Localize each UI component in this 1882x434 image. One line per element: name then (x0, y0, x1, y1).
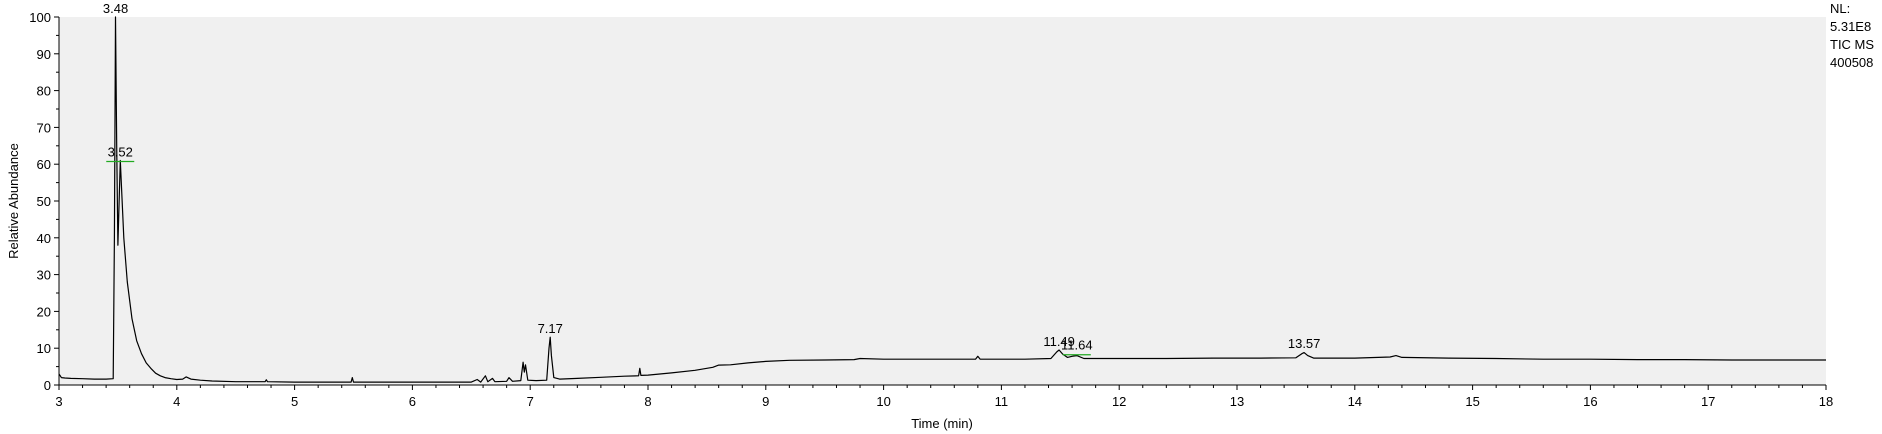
x-tick-label: 7 (527, 394, 534, 409)
y-tick-label: 80 (37, 84, 51, 99)
x-tick-label: 10 (876, 394, 890, 409)
x-tick-label: 13 (1230, 394, 1244, 409)
y-tick-label: 70 (37, 120, 51, 135)
y-axis-title: Relative Abundance (6, 143, 21, 259)
plot-area (59, 17, 1826, 385)
y-tick-label: 60 (37, 157, 51, 172)
info-nl-value: 5.31E8 (1830, 19, 1871, 34)
x-tick-label: 12 (1112, 394, 1126, 409)
peak-label: 11.64 (1061, 338, 1093, 353)
x-tick-label: 16 (1583, 394, 1597, 409)
y-tick-label: 10 (37, 341, 51, 356)
x-tick-label: 5 (291, 394, 298, 409)
peak-label: 13.57 (1288, 336, 1321, 351)
y-tick-label: 100 (29, 10, 51, 25)
x-tick-label: 9 (762, 394, 769, 409)
tic-trace (58, 16, 1826, 383)
y-tick-label: 30 (37, 268, 51, 283)
x-tick-label: 8 (644, 394, 651, 409)
x-tick-label: 15 (1465, 394, 1479, 409)
y-tick-label: 0 (44, 378, 51, 393)
y-tick-label: 90 (37, 47, 51, 62)
info-nl-label: NL: (1830, 1, 1850, 16)
peak-label: 7.17 (538, 321, 563, 336)
x-tick-label: 3 (55, 394, 62, 409)
peak-label: 3.48 (103, 1, 128, 16)
y-tick-label: 40 (37, 231, 51, 246)
y-tick-label: 50 (37, 194, 51, 209)
x-tick-label: 17 (1701, 394, 1715, 409)
x-axis-title: Time (min) (911, 416, 973, 431)
peak-label: 3.52 (108, 145, 133, 160)
info-sample-id: 400508 (1830, 55, 1873, 70)
y-tick-label: 20 (37, 304, 51, 319)
x-tick-label: 6 (409, 394, 416, 409)
x-tick-label: 18 (1819, 394, 1833, 409)
info-scan-filter: TIC MS (1830, 37, 1874, 52)
x-tick-label: 11 (995, 394, 1009, 409)
x-tick-label: 4 (173, 394, 180, 409)
peak-label: 11.49 (1043, 334, 1075, 349)
x-tick-label: 14 (1348, 394, 1362, 409)
